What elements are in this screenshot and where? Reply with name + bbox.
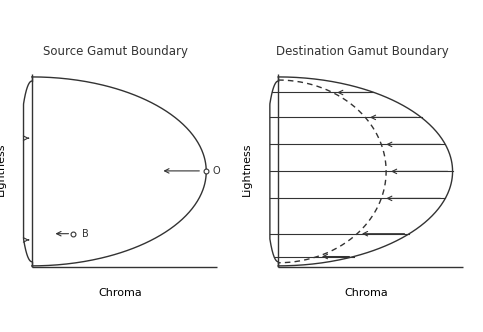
Text: O: O <box>213 166 220 176</box>
Title: Destination Gamut Boundary: Destination Gamut Boundary <box>276 45 449 58</box>
Text: Chroma: Chroma <box>345 288 388 298</box>
Text: Chroma: Chroma <box>99 288 142 298</box>
Title: Source Gamut Boundary: Source Gamut Boundary <box>43 45 188 58</box>
Text: B: B <box>82 229 88 239</box>
Text: Lightness: Lightness <box>242 142 252 196</box>
Text: Lightness: Lightness <box>0 142 5 196</box>
